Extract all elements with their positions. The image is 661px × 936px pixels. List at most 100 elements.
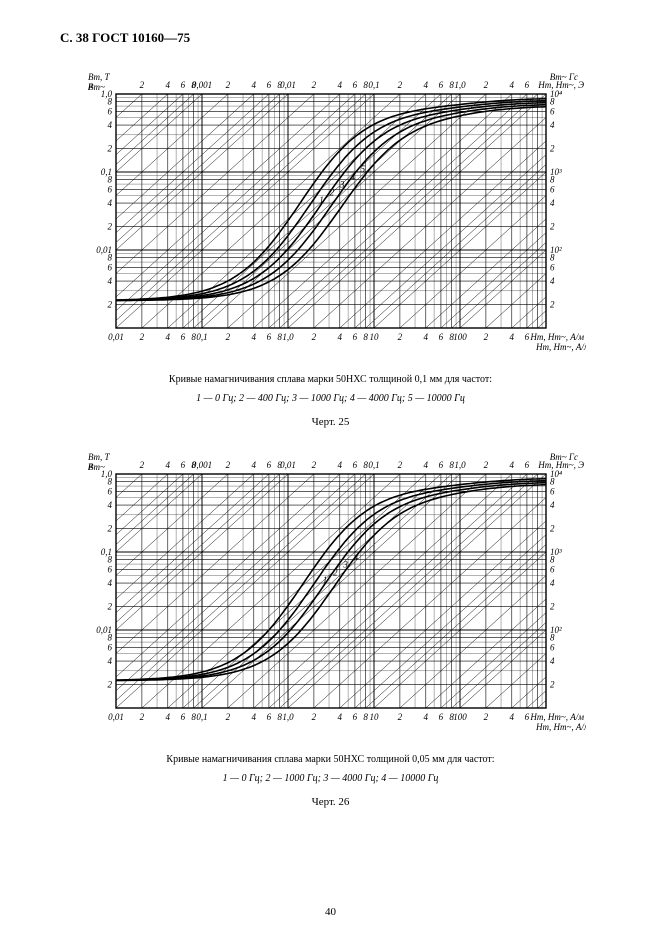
svg-text:2: 2	[225, 460, 230, 470]
svg-text:0,1: 0,1	[196, 712, 207, 722]
svg-text:6: 6	[550, 184, 555, 194]
svg-text:4: 4	[337, 80, 342, 90]
svg-text:1,0: 1,0	[454, 80, 466, 90]
svg-text:1,0: 1,0	[282, 712, 294, 722]
svg-text:2: 2	[107, 144, 112, 154]
svg-text:2: 2	[329, 187, 334, 197]
svg-text:4: 4	[550, 656, 555, 666]
svg-text:0,1: 0,1	[368, 80, 379, 90]
svg-text:4: 4	[107, 120, 112, 130]
svg-text:4: 4	[509, 332, 514, 342]
svg-text:2: 2	[550, 144, 555, 154]
svg-text:6: 6	[438, 332, 443, 342]
svg-text:10²: 10²	[550, 245, 562, 255]
svg-text:5: 5	[360, 164, 365, 174]
svg-text:0,001: 0,001	[191, 460, 211, 470]
svg-text:8: 8	[363, 712, 368, 722]
svg-text:2: 2	[139, 712, 144, 722]
svg-text:0,01: 0,01	[108, 712, 124, 722]
svg-text:6: 6	[266, 332, 271, 342]
svg-text:0,01: 0,01	[96, 245, 112, 255]
svg-text:6: 6	[266, 80, 271, 90]
svg-text:6: 6	[107, 642, 112, 652]
svg-text:1,0: 1,0	[282, 332, 294, 342]
svg-text:2: 2	[139, 332, 144, 342]
svg-text:10⁴: 10⁴	[550, 89, 562, 99]
svg-text:4: 4	[423, 332, 428, 342]
svg-text:1: 1	[319, 195, 324, 205]
chart1-fig-label: Черт. 25	[312, 416, 350, 428]
chart1-caption-main: Кривые намагничивания сплава марки 50НХС…	[169, 372, 492, 387]
svg-text:6: 6	[550, 564, 555, 574]
svg-text:2: 2	[397, 332, 402, 342]
svg-text:6: 6	[438, 80, 443, 90]
svg-text:0,1: 0,1	[100, 547, 111, 557]
svg-text:2: 2	[311, 712, 316, 722]
svg-text:6: 6	[107, 486, 112, 496]
svg-text:µ: µ	[88, 80, 93, 90]
svg-text:6: 6	[352, 712, 357, 722]
svg-text:10: 10	[369, 712, 379, 722]
svg-text:6: 6	[266, 460, 271, 470]
svg-text:0,01: 0,01	[108, 332, 124, 342]
svg-text:4: 4	[107, 276, 112, 286]
svg-text:4: 4	[107, 198, 112, 208]
svg-text:4: 4	[509, 712, 514, 722]
svg-text:8: 8	[363, 332, 368, 342]
svg-text:4: 4	[337, 332, 342, 342]
svg-text:2: 2	[139, 460, 144, 470]
svg-text:Hm, Hm~, Э: Hm, Hm~, Э	[537, 80, 584, 90]
svg-text:10³: 10³	[550, 167, 562, 177]
svg-text:6: 6	[524, 332, 529, 342]
svg-text:2: 2	[225, 712, 230, 722]
svg-text:4: 4	[423, 80, 428, 90]
svg-text:2: 2	[107, 300, 112, 310]
svg-text:1,0: 1,0	[454, 460, 466, 470]
chart1-caption-legend: 1 — 0 Гц; 2 — 400 Гц; 3 — 1000 Гц; 4 — 4…	[169, 391, 492, 406]
svg-text:6: 6	[550, 262, 555, 272]
svg-text:2: 2	[311, 460, 316, 470]
svg-text:Hm, Hm~, А/м: Hm, Hm~, А/м	[535, 342, 586, 352]
svg-text:6: 6	[550, 486, 555, 496]
svg-text:6: 6	[550, 642, 555, 652]
svg-text:3: 3	[338, 180, 344, 190]
svg-text:0,01: 0,01	[96, 625, 112, 635]
svg-text:2: 2	[550, 300, 555, 310]
svg-text:2: 2	[550, 602, 555, 612]
svg-text:Hm, Hm~, А/м: Hm, Hm~, А/м	[529, 712, 584, 722]
svg-text:4: 4	[165, 332, 170, 342]
svg-text:2: 2	[311, 80, 316, 90]
svg-text:4: 4	[107, 500, 112, 510]
svg-text:2: 2	[483, 80, 488, 90]
chart2-fig-label: Черт. 26	[312, 796, 350, 808]
svg-text:2: 2	[139, 80, 144, 90]
svg-text:2: 2	[550, 524, 555, 534]
svg-text:6: 6	[107, 106, 112, 116]
svg-text:6: 6	[524, 712, 529, 722]
svg-text:4: 4	[165, 712, 170, 722]
svg-text:6: 6	[352, 332, 357, 342]
svg-text:6: 6	[438, 460, 443, 470]
svg-text:3: 3	[342, 560, 348, 570]
svg-text:6: 6	[180, 80, 185, 90]
svg-text:6: 6	[352, 460, 357, 470]
svg-text:2: 2	[311, 332, 316, 342]
svg-text:4: 4	[107, 656, 112, 666]
svg-text:Hm, Hm~, А/м: Hm, Hm~, А/м	[529, 332, 584, 342]
svg-text:6: 6	[438, 712, 443, 722]
svg-text:6: 6	[107, 564, 112, 574]
svg-text:2: 2	[397, 712, 402, 722]
page: С. 38 ГОСТ 10160—75 123450,0124680,12468…	[0, 0, 661, 936]
svg-text:4: 4	[509, 460, 514, 470]
svg-text:2: 2	[397, 80, 402, 90]
svg-text:6: 6	[352, 80, 357, 90]
svg-text:6: 6	[180, 712, 185, 722]
svg-text:6: 6	[524, 460, 529, 470]
svg-text:0,01: 0,01	[280, 80, 296, 90]
svg-text:2: 2	[107, 602, 112, 612]
svg-text:6: 6	[550, 106, 555, 116]
chart2-caption-legend: 1 — 0 Гц; 2 — 1000 Гц; 3 — 4000 Гц; 4 — …	[166, 771, 494, 786]
svg-text:Hm, Hm~, А/м: Hm, Hm~, А/м	[535, 722, 586, 732]
svg-text:4: 4	[165, 80, 170, 90]
svg-text:µ: µ	[88, 460, 93, 470]
